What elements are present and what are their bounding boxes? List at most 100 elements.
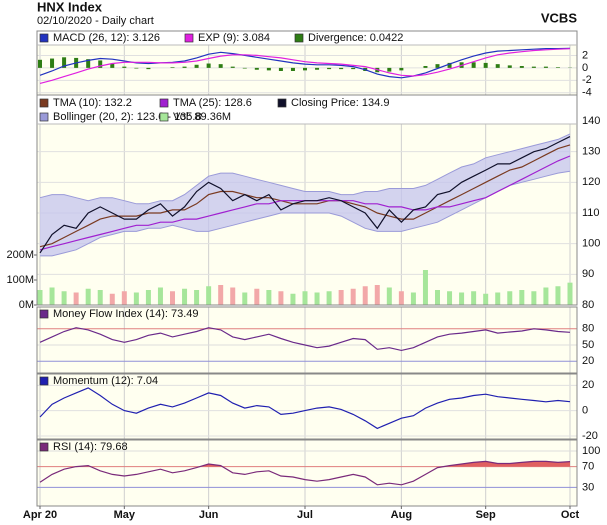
bar xyxy=(182,288,188,305)
bar xyxy=(435,64,440,68)
bar xyxy=(447,291,453,305)
bar xyxy=(374,285,380,305)
bar xyxy=(266,290,272,305)
bar xyxy=(483,62,488,68)
bar xyxy=(170,291,175,305)
legend-label: Divergence: 0.0422 xyxy=(308,32,403,44)
bar xyxy=(182,66,187,68)
bar xyxy=(555,286,561,305)
bar xyxy=(86,59,91,68)
bar xyxy=(483,293,489,305)
y-tick-label: -20 xyxy=(582,430,598,442)
bar xyxy=(110,63,115,68)
bar xyxy=(62,57,67,68)
panel-frame xyxy=(36,439,578,507)
bar xyxy=(206,286,212,305)
y-tick-label: 90 xyxy=(582,268,594,280)
bar xyxy=(73,292,79,305)
y2-tick-label: 100M xyxy=(6,274,34,286)
bar xyxy=(242,67,247,69)
x-tick-label: Apr 20 xyxy=(23,509,57,521)
y-tick-label: 30 xyxy=(582,481,594,493)
bar xyxy=(302,291,308,305)
bar xyxy=(386,287,392,305)
series-line xyxy=(39,136,571,254)
plot xyxy=(37,45,577,95)
y-tick-label: 80 xyxy=(582,323,594,335)
legend-swatch xyxy=(39,98,49,108)
bar xyxy=(98,60,103,68)
legend-swatch xyxy=(39,112,49,122)
x-tick-label: May xyxy=(114,509,136,521)
y-tick-label: 140 xyxy=(582,115,600,127)
legend-swatch xyxy=(294,33,304,43)
y-tick-label: -2 xyxy=(582,74,592,86)
bar xyxy=(339,67,344,70)
legend-label: TMA (10): 132.2 xyxy=(53,97,132,109)
bar xyxy=(194,290,200,305)
bar xyxy=(97,290,103,305)
bar xyxy=(206,63,211,68)
bar xyxy=(194,64,199,68)
legend-label: TMA (25): 128.6 xyxy=(173,97,252,109)
bar xyxy=(519,290,525,305)
bar xyxy=(350,288,356,305)
y2-tick-label: 0M xyxy=(19,299,34,311)
bar xyxy=(242,292,248,305)
y-tick-label: 100 xyxy=(582,238,600,250)
panel-frame xyxy=(36,373,578,440)
bar xyxy=(543,287,549,305)
bar xyxy=(37,290,43,305)
legend-label: Momentum (12): 7.04 xyxy=(53,375,158,387)
legend-label: Vol: 89.36M xyxy=(173,111,231,123)
plot xyxy=(37,307,577,373)
legend-swatch xyxy=(159,112,169,122)
bar xyxy=(315,67,320,70)
bar xyxy=(435,290,440,305)
bollinger-lower xyxy=(40,170,571,257)
bar xyxy=(303,67,307,71)
bar xyxy=(314,292,320,305)
y-tick-label: -4 xyxy=(582,87,592,99)
bar xyxy=(157,287,163,305)
bar xyxy=(398,291,404,305)
series-line xyxy=(39,327,571,352)
bar xyxy=(399,67,404,71)
y-tick-label: 110 xyxy=(582,207,600,219)
bar xyxy=(230,66,235,68)
bar xyxy=(410,292,416,305)
bollinger-band xyxy=(40,133,570,256)
bar xyxy=(290,293,296,305)
bar xyxy=(338,290,344,305)
y-tick-label: 20 xyxy=(582,379,594,391)
legend-label: MACD (26, 12): 3.126 xyxy=(53,32,160,44)
legend-label: Money Flow Index (14): 73.49 xyxy=(53,308,199,320)
series-line xyxy=(39,387,571,430)
legend-swatch xyxy=(39,376,49,386)
bar xyxy=(471,291,477,305)
y-tick-label: 130 xyxy=(582,146,600,158)
x-tick-label: Jun xyxy=(199,509,219,521)
y-tick-label: 120 xyxy=(582,176,600,188)
series-line xyxy=(39,460,571,486)
brand: VCBS xyxy=(541,10,577,25)
bar xyxy=(290,67,295,71)
legend-label: Closing Price: 134.9 xyxy=(291,97,389,109)
y-tick-label: 80 xyxy=(582,299,594,311)
bar xyxy=(109,293,115,305)
bar xyxy=(134,67,139,69)
bar xyxy=(507,65,512,68)
bar xyxy=(531,291,537,305)
bar xyxy=(519,66,524,68)
bar xyxy=(254,288,260,305)
bar xyxy=(567,282,573,305)
y-tick-label: 0 xyxy=(582,62,588,74)
bar xyxy=(507,291,513,305)
bar xyxy=(61,291,67,305)
bar xyxy=(170,67,175,68)
bar xyxy=(422,270,428,305)
y-tick-label: 50 xyxy=(582,339,594,351)
x-tick-label: Oct xyxy=(561,509,580,521)
bar xyxy=(218,285,224,305)
